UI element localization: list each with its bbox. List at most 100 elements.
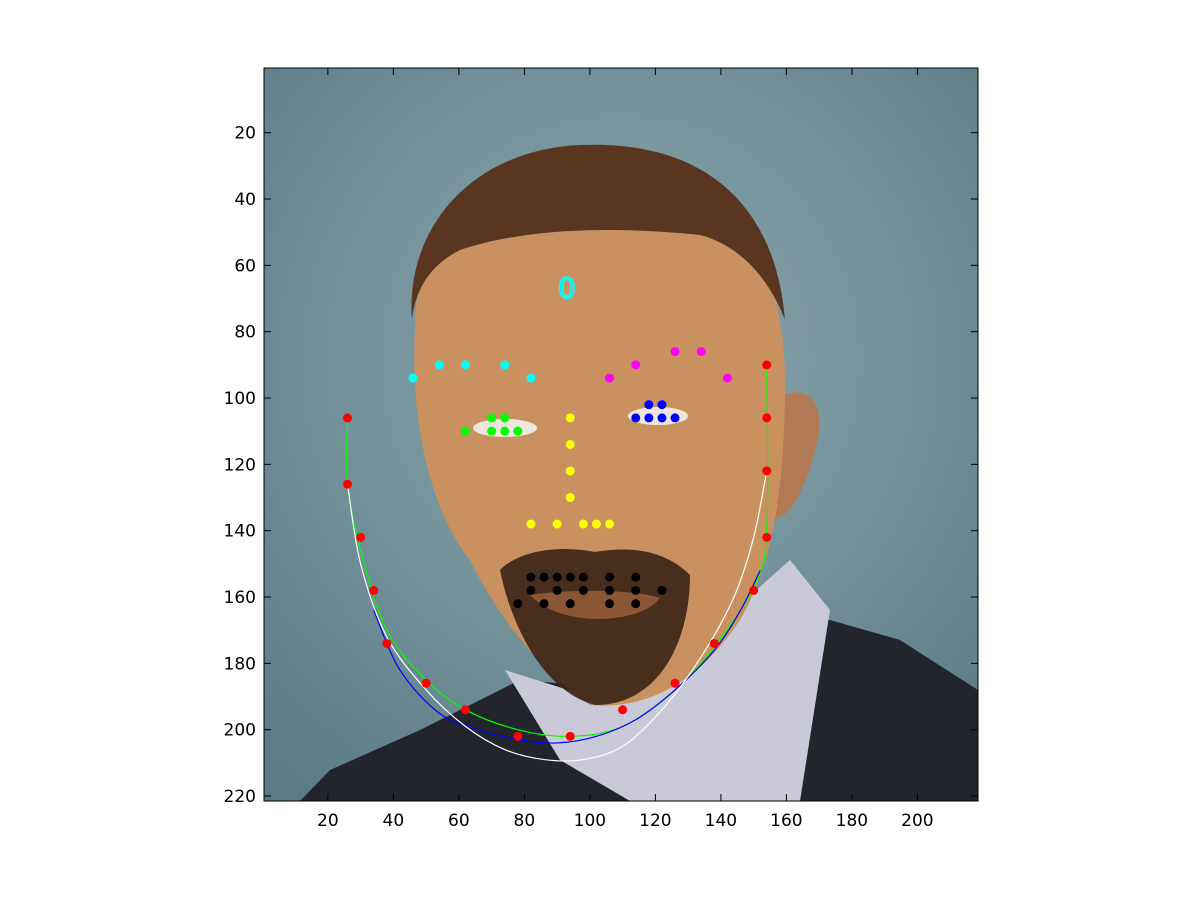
curve-0 [345,364,769,737]
x-tick-label-40: 40 [383,811,405,831]
y-tick-label-200: 200 [224,721,256,741]
point-s6-17 [631,599,641,609]
point-s0-1 [343,479,353,489]
point-s0-3 [369,585,379,595]
point-s4-3 [670,413,680,423]
point-s1-1 [434,360,444,370]
point-s5-8 [605,519,615,529]
y-tick-label-20: 20 [234,124,256,144]
annotation-0: 0 [558,272,576,305]
y-tick-label-60: 60 [234,256,256,276]
point-s0-13 [762,532,772,542]
point-s6-7 [631,572,641,582]
point-s6-5 [578,572,588,582]
point-s6-11 [578,585,588,595]
y-tick-label-120: 120 [224,455,256,475]
point-s0-2 [356,532,366,542]
y-tick-label-180: 180 [224,654,256,674]
point-s4-1 [644,400,654,410]
x-tick-label-200: 200 [901,811,933,831]
point-s3-4 [487,426,497,436]
point-s5-3 [565,493,575,503]
point-s3-2 [500,413,510,423]
y-tick-label-80: 80 [234,323,256,343]
points-layer [343,347,772,741]
y-axis: 20 40 60 80 100 120 140 160 180 200 220 [224,124,978,807]
point-s2-1 [631,360,641,370]
point-s0-15 [762,413,772,423]
point-s6-2 [539,572,549,582]
point-s0-4 [382,638,392,648]
point-s0-16 [762,360,772,370]
curve-1 [373,570,761,744]
point-s6-15 [565,599,575,609]
x-tick-label-20: 20 [317,811,339,831]
point-s5-7 [591,519,601,529]
point-s0-9 [618,705,628,715]
point-s6-6 [605,572,615,582]
curve-2 [346,470,768,762]
point-s2-3 [696,347,706,357]
x-tick-label-140: 140 [705,811,737,831]
face-image [264,68,978,801]
point-s5-4 [526,519,536,529]
point-s4-2 [657,400,667,410]
point-s3-0 [460,426,470,436]
point-s6-1 [526,572,536,582]
point-s0-6 [460,705,470,715]
point-s4-4 [644,413,654,423]
point-s6-10 [552,585,562,595]
beard-shape [500,549,690,705]
mouth-shape [530,590,660,619]
point-s6-9 [526,585,536,595]
y-tick-label-160: 160 [224,588,256,608]
hair-shape [411,144,785,320]
point-s5-6 [578,519,588,529]
point-s0-14 [762,466,772,476]
annotations-layer: 0 [557,271,577,306]
point-s6-0 [513,599,523,609]
point-s5-0 [565,413,575,423]
point-s5-1 [565,439,575,449]
point-s0-8 [565,731,575,741]
point-s6-14 [539,599,549,609]
point-s6-8 [657,585,667,595]
point-s0-11 [709,638,719,648]
point-s0-7 [513,731,523,741]
point-s2-2 [670,347,680,357]
point-s6-12 [605,585,615,595]
x-tick-label-160: 160 [770,811,802,831]
axes-frame [263,67,979,802]
point-s6-13 [631,585,641,595]
x-tick-label-100: 100 [574,811,606,831]
curves-layer [345,364,769,762]
x-tick-label-80: 80 [514,811,536,831]
point-s0-5 [421,678,431,688]
point-s6-4 [565,572,575,582]
point-s4-5 [657,413,667,423]
point-s0-0 [343,413,353,423]
point-s6-16 [605,599,615,609]
y-tick-label-220: 220 [224,787,256,807]
y-tick-label-100: 100 [224,389,256,409]
x-tick-label-120: 120 [639,811,671,831]
y-tick-label-40: 40 [234,190,256,210]
point-s3-5 [500,426,510,436]
point-s1-0 [408,373,418,383]
point-s5-5 [552,519,562,529]
y-tick-label-140: 140 [224,522,256,542]
point-s3-1 [487,413,497,423]
point-s2-4 [722,373,732,383]
point-s1-2 [460,360,470,370]
point-s0-12 [749,585,759,595]
x-axis: 20 40 60 80 100 120 140 160 180 200 [317,68,934,831]
point-s0-10 [670,678,680,688]
x-tick-label-180: 180 [836,811,868,831]
point-s4-0 [631,413,641,423]
point-s2-0 [605,373,615,383]
point-s1-3 [500,360,510,370]
point-s5-2 [565,466,575,476]
point-s3-6 [513,426,523,436]
point-s1-4 [526,373,536,383]
